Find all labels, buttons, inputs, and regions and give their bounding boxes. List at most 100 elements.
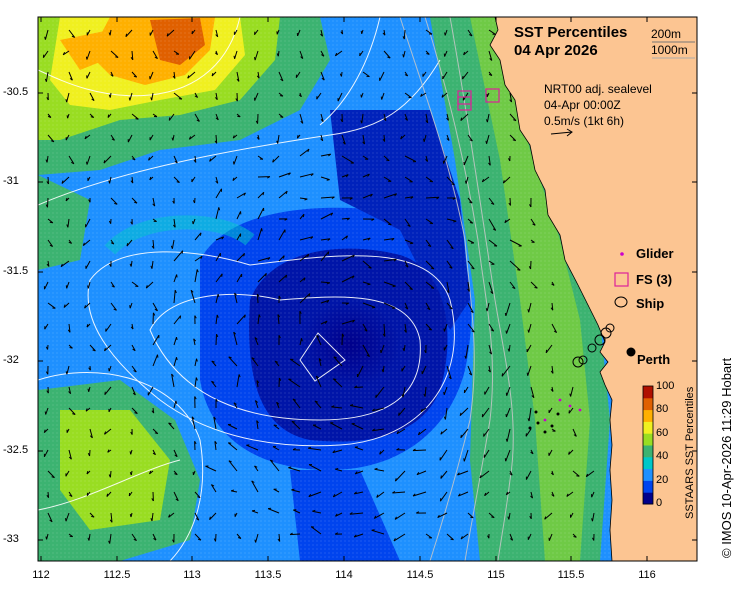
current-arrowhead	[109, 519, 113, 523]
current-arrow	[330, 422, 343, 430]
current-arrowhead	[487, 535, 490, 539]
current-arrowhead	[213, 538, 217, 542]
colorbar-segment	[643, 445, 653, 458]
current-arrowhead	[457, 472, 460, 476]
current-arrow	[572, 470, 580, 477]
current-arrowhead	[199, 232, 202, 236]
current-arrowhead	[134, 201, 138, 204]
current-arrowhead	[446, 290, 450, 294]
current-arrowhead	[383, 118, 387, 121]
current-arrowhead	[254, 465, 258, 468]
current-arrowhead	[591, 518, 593, 522]
current-arrowhead	[381, 369, 384, 373]
current-arrowhead	[320, 33, 323, 37]
current-arrow	[131, 281, 139, 287]
current-arrow	[404, 302, 409, 310]
current-arrowhead	[149, 470, 152, 474]
current-arrowhead	[372, 306, 376, 309]
current-arrowhead	[407, 224, 411, 227]
current-arrow	[425, 113, 429, 123]
current-arrowhead	[215, 180, 219, 184]
lat-tick-label: -31.5	[3, 265, 29, 277]
current-arrow	[66, 92, 70, 103]
current-arrow	[335, 50, 343, 57]
current-arrow	[418, 428, 427, 436]
current-arrowhead	[280, 116, 284, 118]
current-arrowhead	[172, 539, 175, 543]
current-arrowhead	[370, 193, 373, 197]
current-arrowhead	[391, 238, 395, 241]
current-arrow	[443, 155, 448, 164]
current-arrowhead	[215, 34, 219, 38]
current-arrowhead	[308, 493, 312, 497]
current-arrowhead	[47, 115, 52, 118]
current-arrow	[151, 512, 154, 522]
current-arrow	[110, 197, 118, 205]
current-arrowhead	[509, 473, 513, 476]
current-arrowhead	[354, 446, 358, 448]
colorbar-tick: 80	[656, 403, 669, 415]
current-arrow	[257, 191, 265, 199]
current-arrowhead	[553, 330, 557, 334]
current-arrowhead	[392, 285, 396, 288]
current-arrowhead	[504, 219, 507, 223]
current-arrowhead	[440, 475, 442, 479]
current-arrowhead	[170, 245, 173, 249]
current-arrowhead	[200, 255, 203, 260]
current-arrow	[308, 447, 322, 451]
current-arrowhead	[426, 53, 430, 55]
current-arrow	[299, 148, 310, 157]
current-arrow	[404, 260, 409, 268]
current-arrowhead	[374, 467, 378, 470]
current-arrowhead	[507, 348, 510, 352]
current-arrow	[131, 176, 134, 184]
current-arrow	[215, 92, 218, 100]
current-arrowhead	[420, 408, 423, 412]
current-arrowhead	[114, 202, 118, 205]
current-arrowhead	[345, 302, 349, 305]
current-arrowhead	[276, 140, 279, 144]
current-arrowhead	[256, 420, 259, 424]
current-arrow	[425, 239, 432, 247]
current-arrowhead	[44, 36, 46, 40]
current-arrowhead	[278, 335, 281, 339]
current-arrowhead	[154, 56, 158, 60]
current-arrowhead	[211, 380, 215, 383]
map-date: 04 Apr 2026	[514, 42, 598, 59]
current-arrowhead	[134, 412, 138, 414]
current-arrow	[483, 428, 490, 437]
current-arrow	[104, 344, 112, 352]
colorbar-segment	[643, 433, 653, 446]
current-arrow	[84, 134, 91, 140]
current-arrowhead	[60, 263, 63, 267]
current-arrowhead	[469, 34, 473, 37]
current-arrowhead	[568, 451, 570, 455]
current-arrowhead	[393, 538, 396, 542]
current-arrow	[320, 299, 330, 304]
current-arrow	[393, 533, 406, 542]
current-arrow	[374, 468, 385, 472]
current-arrow	[173, 400, 177, 409]
current-arrowhead	[352, 254, 355, 258]
current-arrowhead	[179, 315, 182, 319]
current-arrowhead	[481, 178, 485, 183]
current-arrowhead	[334, 52, 338, 57]
current-arrow	[392, 491, 406, 494]
current-arrow	[209, 155, 217, 162]
current-arrow	[362, 302, 376, 308]
current-arrowhead	[267, 176, 271, 179]
current-arrowhead	[251, 357, 255, 360]
current-arrow	[404, 155, 417, 163]
current-arrowhead	[82, 242, 85, 246]
current-arrowhead	[342, 141, 346, 145]
current-arrow	[274, 360, 280, 367]
current-arrow	[254, 337, 259, 346]
current-arrowhead	[320, 138, 324, 142]
current-arrowhead	[315, 375, 320, 379]
current-arrowhead	[194, 441, 197, 445]
current-arrowhead	[371, 218, 375, 221]
current-arrowhead	[491, 516, 495, 519]
current-arrowhead	[304, 198, 308, 201]
current-arrowhead	[196, 518, 200, 521]
